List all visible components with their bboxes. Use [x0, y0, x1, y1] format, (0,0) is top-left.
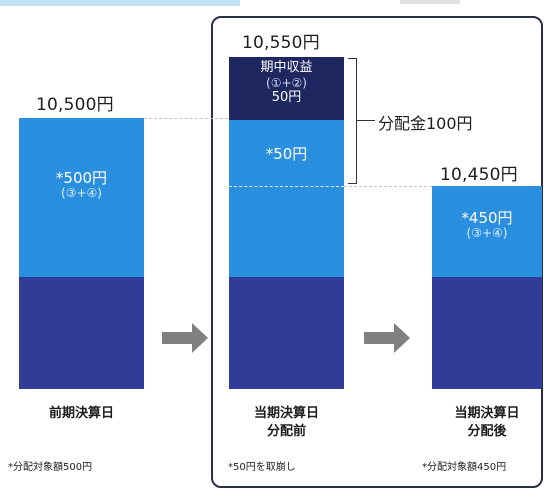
bar-previous-note: *分配対象額500円: [8, 462, 93, 473]
income-value: 50円: [271, 89, 302, 105]
level-guide-previous: [144, 118, 228, 119]
top-decoration-right: [400, 0, 460, 4]
distribution-bracket-tick: [357, 120, 375, 121]
arrow-right-icon-2-body: [364, 332, 394, 344]
bar-current-before-amount: *50円: [265, 145, 308, 163]
arrow-right-icon-1: [192, 323, 208, 353]
bar-current-after-caption-line2: 分配後: [467, 423, 507, 439]
level-guide-after: [344, 186, 432, 187]
bar-current-after-amount: *450円: [461, 209, 513, 227]
bar-current-before-distributable: *50円: [229, 120, 344, 277]
bar-current-before-caption: 当期決算日 分配前: [219, 405, 354, 440]
bar-current-after-base: [432, 277, 542, 389]
bar-current-after-total: 10,450円: [440, 165, 518, 185]
distribution-bracket: [348, 58, 357, 184]
income-source: (①+②): [266, 75, 307, 90]
bar-current-before-caption-line1: 当期決算日: [253, 406, 319, 421]
income-title: 期中収益: [260, 60, 313, 75]
bar-previous-distributable: *500円 (③+④): [19, 118, 144, 277]
bar-current-after-caption: 当期決算日 分配後: [422, 405, 552, 440]
split-guide-current-before: [229, 186, 344, 187]
bar-current-before-note: *50円を取崩し: [228, 462, 296, 473]
arrow-right-icon-1-body: [162, 332, 192, 344]
distribution-amount-label: 分配金100円: [378, 114, 473, 133]
bar-current-after-distributable: *450円 (③+④): [432, 186, 542, 277]
bar-current-before-caption-line2: 分配前: [266, 423, 306, 439]
bar-current-before-base: [229, 277, 344, 389]
bar-current-before-income: 期中収益 (①+②) 50円: [229, 57, 344, 120]
bar-current-after-note: *分配対象額450円: [422, 462, 507, 473]
bar-current-after-source: (③+④): [466, 226, 508, 241]
bar-current-before-total: 10,550円: [242, 33, 320, 53]
bar-previous-caption: 前期決算日: [19, 405, 144, 423]
arrow-right-icon-2: [394, 323, 410, 353]
bar-previous-base: [19, 277, 144, 389]
bar-previous-amount: *500円: [55, 169, 108, 187]
top-decoration: [0, 0, 240, 6]
bar-previous-total: 10,500円: [36, 95, 114, 115]
bar-previous-caption-line1: 前期決算日: [48, 406, 114, 421]
bar-previous-source: (③+④): [61, 186, 102, 201]
bar-current-after-caption-line1: 当期決算日: [454, 406, 520, 421]
